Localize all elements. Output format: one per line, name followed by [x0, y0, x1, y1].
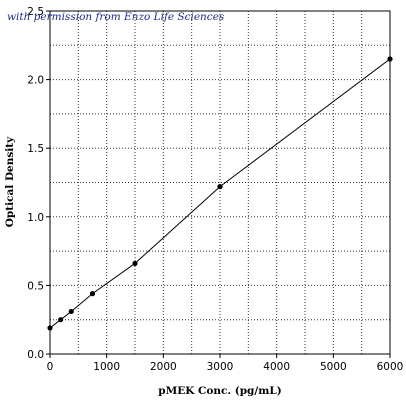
y-tick-label: 0.5 [27, 280, 44, 292]
x-tick-label: 0 [47, 361, 54, 373]
data-point [89, 291, 96, 297]
data-point [58, 317, 64, 323]
x-tick-label: 1000 [93, 361, 120, 373]
data-point [47, 325, 53, 331]
x-tick-label: 4000 [263, 361, 290, 373]
data-point [217, 184, 223, 190]
x-tick-label: 2000 [150, 361, 177, 373]
y-tick-label: 1.5 [27, 143, 44, 155]
y-tick-label: 2.5 [27, 6, 44, 18]
data-point [68, 308, 74, 315]
x-axis-title: pMEK Conc. (pg/mL) [158, 385, 281, 397]
x-tick-label: 5000 [320, 361, 347, 373]
data-series [47, 56, 393, 331]
y-tick-label: 2.0 [27, 75, 44, 87]
x-tick-label: 6000 [377, 361, 404, 373]
data-point [387, 56, 393, 62]
y-tick-labels: 0.0 0.5 1.0 1.5 2.0 2.5 [27, 6, 44, 361]
axes [46, 10, 391, 358]
y-tick-label: 1.0 [27, 212, 44, 224]
x-tick-label: 3000 [207, 361, 234, 373]
permission-credit: with permission from Enzo Life Sciences [7, 11, 225, 23]
y-tick-label: 0.0 [27, 349, 44, 361]
x-tick-labels: 0 1000 2000 3000 4000 5000 6000 [47, 361, 404, 373]
data-point [132, 260, 138, 267]
grid-lines [50, 11, 390, 354]
y-axis-title: Optical Density [4, 136, 16, 227]
